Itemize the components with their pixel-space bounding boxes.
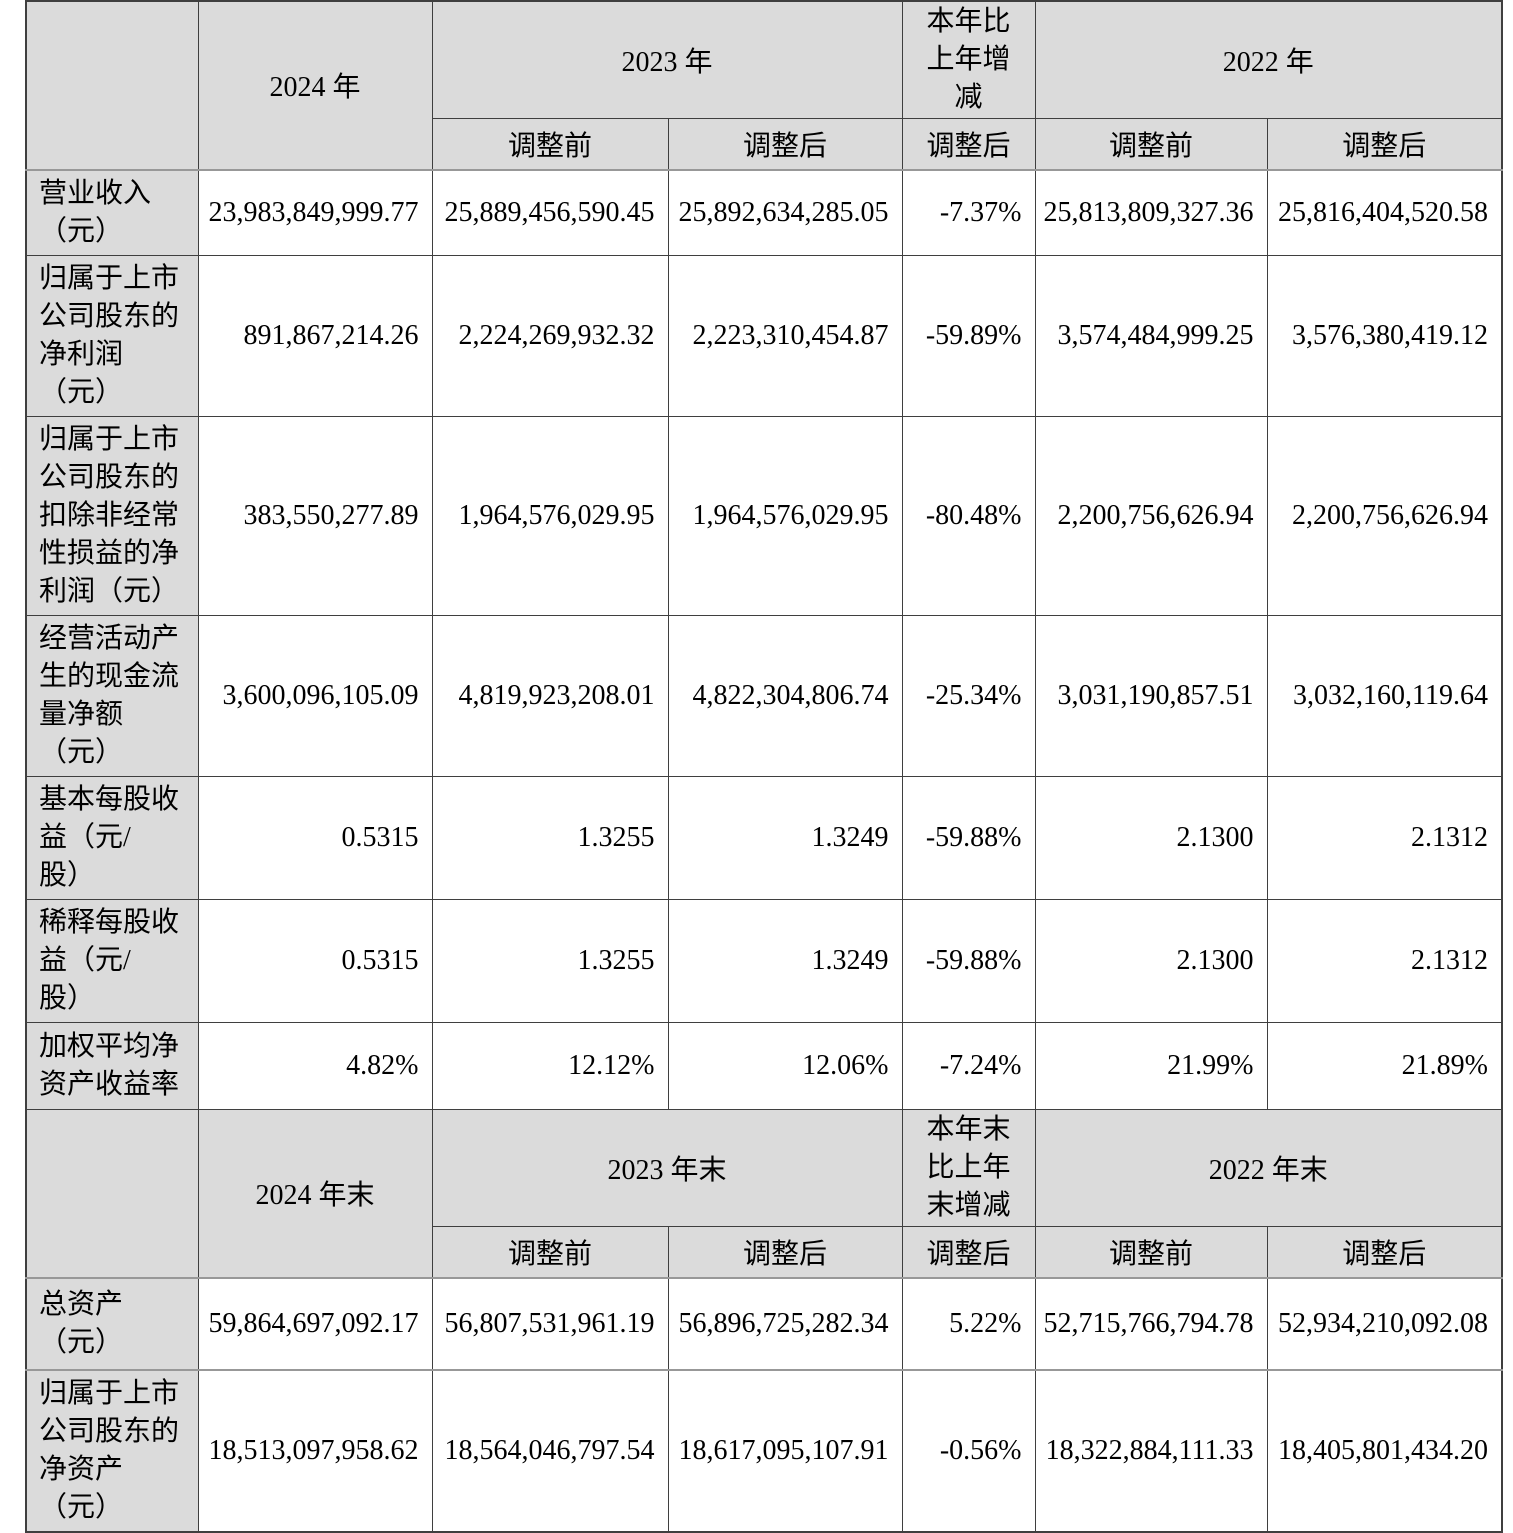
value-cell: 3,032,160,119.64	[1266, 614, 1503, 777]
value-cell: -59.88%	[901, 898, 1036, 1023]
value-cell: -25.34%	[901, 614, 1036, 777]
value-cell: 21.89%	[1266, 1021, 1503, 1110]
value-cell: 12.12%	[431, 1021, 669, 1110]
value-cell: 4,819,923,208.01	[431, 614, 669, 777]
value-cell: 2.1300	[1034, 898, 1268, 1023]
row-label: 归属于上市 公司股东的 净利润 （元）	[25, 254, 199, 417]
subheader-2022-before: 调整前	[1034, 118, 1268, 171]
value-cell: 18,405,801,434.20	[1266, 1369, 1503, 1533]
value-cell: -7.37%	[901, 169, 1036, 256]
header-yearend-2022-group: 2022 年末	[1034, 1108, 1503, 1227]
value-cell: 3,031,190,857.51	[1034, 614, 1268, 777]
subheader2-2022-after: 调整后	[1266, 1225, 1503, 1279]
section1-corner-cell	[25, 0, 199, 171]
subheader2-2023-after: 调整后	[667, 1225, 903, 1279]
row-label: 营业收入 （元）	[25, 169, 199, 256]
value-cell: 18,617,095,107.91	[667, 1369, 903, 1533]
value-cell: 56,896,725,282.34	[667, 1277, 903, 1371]
value-cell: 52,715,766,794.78	[1034, 1277, 1268, 1371]
value-cell: 1,964,576,029.95	[667, 415, 903, 616]
table-row: 加权平均净 资产收益率 4.82% 12.12% 12.06% -7.24% 2…	[25, 1021, 1503, 1110]
value-cell: 56,807,531,961.19	[431, 1277, 669, 1371]
subheader2-2023-before: 调整前	[431, 1225, 669, 1279]
value-cell: 1.3255	[431, 775, 669, 900]
value-cell: 12.06%	[667, 1021, 903, 1110]
value-cell: 1.3249	[667, 898, 903, 1023]
table-row: 归属于上市 公司股东的 净资产 （元） 18,513,097,958.62 18…	[25, 1369, 1503, 1533]
table-row: 经营活动产 生的现金流 量净额 （元） 3,600,096,105.09 4,8…	[25, 614, 1503, 777]
value-cell: 2,224,269,932.32	[431, 254, 669, 417]
value-cell: -80.48%	[901, 415, 1036, 616]
value-cell: 3,574,484,999.25	[1034, 254, 1268, 417]
value-cell: 25,892,634,285.05	[667, 169, 903, 256]
row-label: 基本每股收 益（元/ 股）	[25, 775, 199, 900]
row-label: 归属于上市 公司股东的 扣除非经常 性损益的净 利润（元）	[25, 415, 199, 616]
subheader-2023-before: 调整前	[431, 118, 669, 171]
table-row: 归属于上市 公司股东的 扣除非经常 性损益的净 利润（元） 383,550,27…	[25, 415, 1503, 616]
header-yearend-2024: 2024 年末	[197, 1108, 433, 1279]
value-cell: 0.5315	[197, 775, 433, 900]
header-year-2022-group: 2022 年	[1034, 0, 1503, 119]
header-change-yearend: 本年末 比上年 末增减	[901, 1108, 1036, 1227]
subheader-change-after: 调整后	[901, 118, 1036, 171]
table-row: 营业收入 （元） 23,983,849,999.77 25,889,456,59…	[25, 169, 1503, 256]
header-year-2024: 2024 年	[197, 0, 433, 171]
financial-summary-table: 2024 年 2023 年 本年比 上年增 减 2022 年 调整前 调整后 调…	[25, 0, 1503, 1533]
value-cell: 25,813,809,327.36	[1034, 169, 1268, 256]
row-label: 归属于上市 公司股东的 净资产 （元）	[25, 1369, 199, 1533]
value-cell: 18,564,046,797.54	[431, 1369, 669, 1533]
value-cell: -59.88%	[901, 775, 1036, 900]
value-cell: 891,867,214.26	[197, 254, 433, 417]
value-cell: -7.24%	[901, 1021, 1036, 1110]
table-row: 总资产 （元） 59,864,697,092.17 56,807,531,961…	[25, 1277, 1503, 1371]
row-label: 总资产 （元）	[25, 1277, 199, 1371]
table-row: 归属于上市 公司股东的 净利润 （元） 891,867,214.26 2,224…	[25, 254, 1503, 417]
value-cell: 25,816,404,520.58	[1266, 169, 1503, 256]
subheader2-change-after: 调整后	[901, 1225, 1036, 1279]
header-yearend-2023-group: 2023 年末	[431, 1108, 903, 1227]
section2-corner-cell	[25, 1108, 199, 1279]
value-cell: 3,600,096,105.09	[197, 614, 433, 777]
value-cell: 2.1312	[1266, 898, 1503, 1023]
value-cell: 2.1312	[1266, 775, 1503, 900]
value-cell: -0.56%	[901, 1369, 1036, 1533]
header-year-2023-group: 2023 年	[431, 0, 903, 119]
value-cell: 2,200,756,626.94	[1034, 415, 1268, 616]
value-cell: 18,513,097,958.62	[197, 1369, 433, 1533]
table-row: 基本每股收 益（元/ 股） 0.5315 1.3255 1.3249 -59.8…	[25, 775, 1503, 900]
value-cell: 59,864,697,092.17	[197, 1277, 433, 1371]
subheader2-2022-before: 调整前	[1034, 1225, 1268, 1279]
value-cell: 21.99%	[1034, 1021, 1268, 1110]
value-cell: 5.22%	[901, 1277, 1036, 1371]
row-label: 加权平均净 资产收益率	[25, 1021, 199, 1110]
value-cell: 3,576,380,419.12	[1266, 254, 1503, 417]
value-cell: -59.89%	[901, 254, 1036, 417]
table-row: 稀释每股收 益（元/ 股） 0.5315 1.3255 1.3249 -59.8…	[25, 898, 1503, 1023]
value-cell: 2.1300	[1034, 775, 1268, 900]
value-cell: 25,889,456,590.45	[431, 169, 669, 256]
value-cell: 1.3249	[667, 775, 903, 900]
subheader-2023-after: 调整后	[667, 118, 903, 171]
value-cell: 383,550,277.89	[197, 415, 433, 616]
value-cell: 52,934,210,092.08	[1266, 1277, 1503, 1371]
value-cell: 18,322,884,111.33	[1034, 1369, 1268, 1533]
subheader-2022-after: 调整后	[1266, 118, 1503, 171]
value-cell: 2,223,310,454.87	[667, 254, 903, 417]
header-change-yoy: 本年比 上年增 减	[901, 0, 1036, 119]
value-cell: 2,200,756,626.94	[1266, 415, 1503, 616]
value-cell: 23,983,849,999.77	[197, 169, 433, 256]
value-cell: 1.3255	[431, 898, 669, 1023]
value-cell: 0.5315	[197, 898, 433, 1023]
value-cell: 1,964,576,029.95	[431, 415, 669, 616]
row-label: 稀释每股收 益（元/ 股）	[25, 898, 199, 1023]
value-cell: 4.82%	[197, 1021, 433, 1110]
row-label: 经营活动产 生的现金流 量净额 （元）	[25, 614, 199, 777]
value-cell: 4,822,304,806.74	[667, 614, 903, 777]
